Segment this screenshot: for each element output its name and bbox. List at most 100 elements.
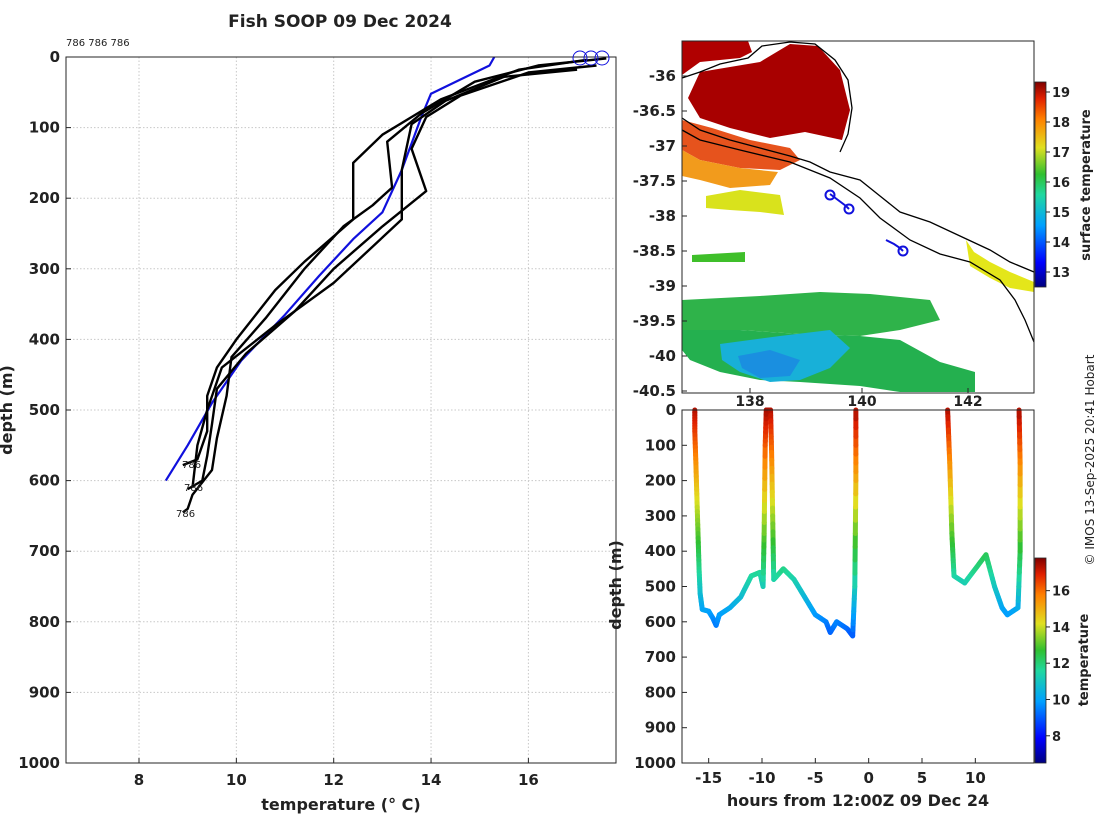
profile-ytick-label: 400 <box>29 330 60 348</box>
sst-colorbar <box>1034 81 1047 288</box>
profile-line <box>191 68 578 488</box>
profile-ytick-label: 100 <box>29 119 60 137</box>
map-orange-region <box>682 150 778 188</box>
map-ytick-label: -38.5 <box>633 242 676 260</box>
profile-xtick-label: 16 <box>518 771 539 789</box>
ship-track-marker <box>843 203 855 215</box>
temperature-colorbar <box>1034 557 1047 764</box>
temperature-colorbar-ticks: 8 10 12 14 16 <box>1046 585 1070 745</box>
map-cyan-region <box>738 350 800 378</box>
section-plot: -15 -10 -5 0 5 100100200300400500600700800900… <box>606 401 1092 810</box>
map-yellow-region <box>966 240 1034 292</box>
profile-ytick-label: 600 <box>29 472 60 490</box>
map-xtick-label: 138 <box>735 394 764 410</box>
figure-title: Fish SOOP 09 Dec 2024 <box>228 12 452 32</box>
map-ytick-label: -40 <box>649 347 676 365</box>
sst-colorbar-tick-label: 14 <box>1052 236 1070 251</box>
sst-colorbar-tick-label: 17 <box>1052 146 1070 161</box>
map-green-region <box>692 252 745 262</box>
section-xtick-label: 5 <box>917 769 927 787</box>
profile-line <box>182 58 587 467</box>
map-green-region <box>682 292 940 336</box>
profile-end-label: 786 <box>182 460 201 471</box>
section-xtick-label: -15 <box>695 769 722 787</box>
temperature-colorbar-tick-label: 14 <box>1052 621 1070 636</box>
section-xtick-label: 0 <box>863 769 873 787</box>
surface-marker <box>572 50 588 66</box>
section-ytick-label: 800 <box>645 683 676 701</box>
profile-top-labels: 786 786 786 <box>66 38 130 49</box>
map-ytick-label: -37 <box>649 137 676 155</box>
profile-ticks: 8 10 12 14 16 0 100 200 300 400 500 600 700 800 900 100… <box>18 48 539 789</box>
section-ticks: -15 -10 -5 0 5 100100200300400500600700800900… <box>634 401 986 787</box>
section-xtick-label: -5 <box>807 769 824 787</box>
shelf-contour <box>681 129 1035 343</box>
profile-ytick-label: 200 <box>29 189 60 207</box>
sst-colorbar-tick-label: 18 <box>1052 116 1070 131</box>
surface-marker <box>594 50 610 66</box>
map-xtick-label: 140 <box>847 394 876 410</box>
section-ytick-label: 1000 <box>634 754 676 772</box>
sst-colorbar-tick-label: 15 <box>1052 206 1070 221</box>
sst-map: -36 -36.5 -37 -37.5 -38 -38.5 -39 -39.5 -40 -40.5… <box>633 40 1094 410</box>
map-warm-region <box>682 41 752 75</box>
temperature-colorbar-label: temperature <box>1077 614 1092 707</box>
ship-track-marker <box>824 189 836 201</box>
profile-ytick-label: 900 <box>29 683 60 701</box>
section-ytick-label: 300 <box>645 507 676 525</box>
profile-ytick-label: 500 <box>29 401 60 419</box>
temperature-colorbar-tick-label: 12 <box>1052 657 1070 672</box>
map-ytick-label: -38 <box>649 207 676 225</box>
profile-end-label: 786 <box>176 509 195 520</box>
coastline <box>681 41 853 153</box>
map-ytick-label: -39.5 <box>633 312 676 330</box>
temperature-colorbar-tick-label: 16 <box>1052 585 1070 600</box>
profile-xtick-label: 12 <box>323 771 344 789</box>
section-ytick-label: 600 <box>645 613 676 631</box>
profile-plot-area <box>66 57 616 763</box>
section-ytick-label: 700 <box>645 648 676 666</box>
map-warm-region <box>688 44 850 140</box>
section-xlabel: hours from 12:00Z 09 Dec 24 <box>727 791 989 810</box>
coastline <box>681 117 1035 273</box>
profile-ylabel: depth (m) <box>0 365 16 455</box>
surface-marker <box>583 50 599 66</box>
profile-ytick-label: 700 <box>29 542 60 560</box>
temperature-colorbar-tick-label: 10 <box>1052 694 1070 709</box>
profile-ytick-label: 800 <box>29 613 60 631</box>
section-ytick-label: 200 <box>645 472 676 490</box>
section-ytick-label: 0 <box>666 401 676 419</box>
map-yellow-region <box>706 190 784 215</box>
ship-track <box>885 239 904 252</box>
profile-lines <box>164 56 607 514</box>
profile-xlabel: temperature (° C) <box>261 795 420 814</box>
map-ytick-label: -40.5 <box>633 382 676 400</box>
profile-ytick-label: 0 <box>50 48 60 66</box>
sst-colorbar-label: surface temperature <box>1079 109 1094 261</box>
section-ylabel: depth (m) <box>606 540 625 630</box>
profile-ytick-label: 1000 <box>18 754 60 772</box>
sst-colorbar-tick-label: 19 <box>1052 86 1070 101</box>
temperature-colorbar-tick-label: 8 <box>1052 730 1061 745</box>
map-ytick-label: -37.5 <box>633 172 676 190</box>
copyright-note: © IMOS 13-Sep-2025 20:41 Hobart <box>1083 354 1097 565</box>
section-xtick-label: -10 <box>748 769 775 787</box>
profile-xtick-label: 14 <box>421 771 442 789</box>
profile-end-label: 786 <box>184 483 203 494</box>
profile-ytick-label: 300 <box>29 260 60 278</box>
sst-colorbar-tick-label: 13 <box>1052 266 1070 281</box>
section-ytick-label: 400 <box>645 542 676 560</box>
profile-plot: 8 10 12 14 16 0 100 200 300 400 500 600 700 800 900 100… <box>0 38 617 814</box>
section-ytick-label: 500 <box>645 578 676 596</box>
section-ytick-label: 100 <box>645 436 676 454</box>
map-frame <box>681 40 1035 394</box>
sst-colorbar-tick-label: 16 <box>1052 176 1070 191</box>
profile-line <box>182 57 607 514</box>
sst-colorbar-ticks: 13 14 15 16 17 18 19 <box>1046 86 1070 281</box>
map-xtick-label: 142 <box>953 394 982 410</box>
map-ticks: -36 -36.5 -37 -37.5 -38 -38.5 -39 -39.5 -40 -40.5… <box>633 67 983 410</box>
map-ytick-label: -39 <box>649 277 676 295</box>
section-ytick-label: 900 <box>645 719 676 737</box>
map-ytick-label: -36.5 <box>633 102 676 120</box>
